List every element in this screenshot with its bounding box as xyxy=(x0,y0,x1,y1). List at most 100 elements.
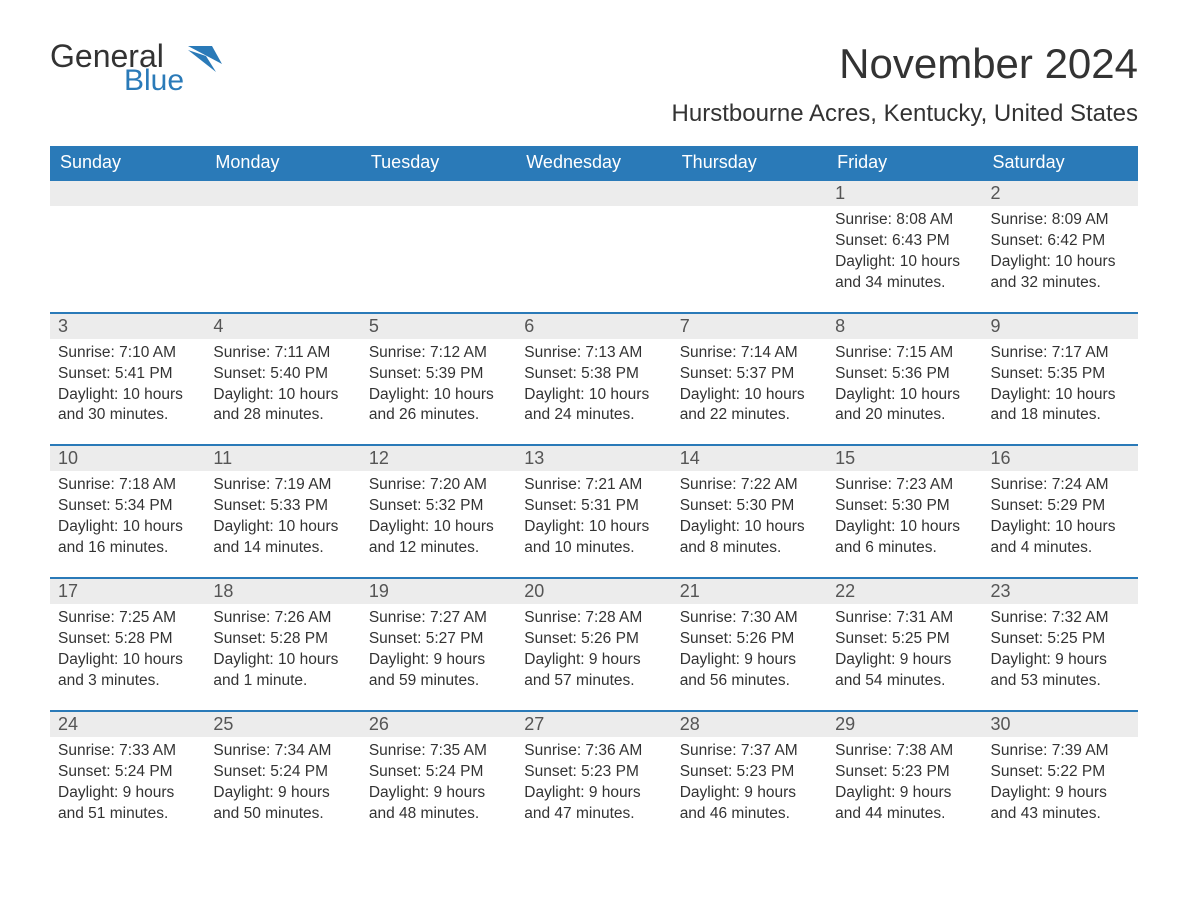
sunset-text: Sunset: 5:38 PM xyxy=(524,364,663,385)
daylight-text: Daylight: 10 hours and 16 minutes. xyxy=(58,517,197,559)
daylight-text: Daylight: 9 hours and 50 minutes. xyxy=(213,783,352,825)
daylight-text: Daylight: 10 hours and 4 minutes. xyxy=(991,517,1130,559)
sunrise-text: Sunrise: 7:20 AM xyxy=(369,475,508,496)
daylight-text: Daylight: 9 hours and 59 minutes. xyxy=(369,650,508,692)
day-data-cell: Sunrise: 8:09 AMSunset: 6:42 PMDaylight:… xyxy=(983,206,1138,313)
sunset-text: Sunset: 5:23 PM xyxy=(835,762,974,783)
daylight-text: Daylight: 10 hours and 28 minutes. xyxy=(213,385,352,427)
daylight-text: Daylight: 10 hours and 12 minutes. xyxy=(369,517,508,559)
day-data-cell: Sunrise: 8:08 AMSunset: 6:43 PMDaylight:… xyxy=(827,206,982,313)
day-number-cell: 28 xyxy=(672,711,827,737)
daynum-row: 10111213141516 xyxy=(50,445,1138,471)
daylight-text: Daylight: 10 hours and 10 minutes. xyxy=(524,517,663,559)
day-data-cell: Sunrise: 7:31 AMSunset: 5:25 PMDaylight:… xyxy=(827,604,982,711)
day-number-cell: 26 xyxy=(361,711,516,737)
sunset-text: Sunset: 6:42 PM xyxy=(991,231,1130,252)
page-title: November 2024 xyxy=(672,40,1138,88)
brand-logo: General Blue xyxy=(50,40,222,96)
day-number-cell: 13 xyxy=(516,445,671,471)
daylight-text: Daylight: 9 hours and 46 minutes. xyxy=(680,783,819,825)
brand-word-2: Blue xyxy=(124,66,184,96)
col-thursday: Thursday xyxy=(672,146,827,180)
sunrise-text: Sunrise: 7:10 AM xyxy=(58,343,197,364)
day-number-cell: 6 xyxy=(516,313,671,339)
sunset-text: Sunset: 6:43 PM xyxy=(835,231,974,252)
sunrise-text: Sunrise: 7:14 AM xyxy=(680,343,819,364)
daylight-text: Daylight: 10 hours and 14 minutes. xyxy=(213,517,352,559)
sunrise-text: Sunrise: 7:32 AM xyxy=(991,608,1130,629)
day-number-cell: 25 xyxy=(205,711,360,737)
day-number-cell: 2 xyxy=(983,180,1138,206)
sunrise-text: Sunrise: 7:23 AM xyxy=(835,475,974,496)
day-number-cell: 18 xyxy=(205,578,360,604)
sunrise-text: Sunrise: 7:22 AM xyxy=(680,475,819,496)
data-row: Sunrise: 8:08 AMSunset: 6:43 PMDaylight:… xyxy=(50,206,1138,313)
day-data-cell: Sunrise: 7:13 AMSunset: 5:38 PMDaylight:… xyxy=(516,339,671,446)
sunset-text: Sunset: 5:23 PM xyxy=(680,762,819,783)
day-number-cell: 1 xyxy=(827,180,982,206)
day-number-cell xyxy=(50,180,205,206)
day-number-cell: 5 xyxy=(361,313,516,339)
day-number-cell: 23 xyxy=(983,578,1138,604)
sunset-text: Sunset: 5:26 PM xyxy=(524,629,663,650)
location-subtitle: Hurstbourne Acres, Kentucky, United Stat… xyxy=(672,100,1138,128)
daynum-row: 17181920212223 xyxy=(50,578,1138,604)
sunset-text: Sunset: 5:27 PM xyxy=(369,629,508,650)
daylight-text: Daylight: 9 hours and 53 minutes. xyxy=(991,650,1130,692)
day-data-cell: Sunrise: 7:34 AMSunset: 5:24 PMDaylight:… xyxy=(205,737,360,843)
day-data-cell: Sunrise: 7:10 AMSunset: 5:41 PMDaylight:… xyxy=(50,339,205,446)
day-number-cell: 20 xyxy=(516,578,671,604)
sunset-text: Sunset: 5:28 PM xyxy=(58,629,197,650)
daylight-text: Daylight: 10 hours and 20 minutes. xyxy=(835,385,974,427)
sunrise-text: Sunrise: 7:25 AM xyxy=(58,608,197,629)
col-tuesday: Tuesday xyxy=(361,146,516,180)
sunset-text: Sunset: 5:40 PM xyxy=(213,364,352,385)
day-number-cell: 8 xyxy=(827,313,982,339)
daylight-text: Daylight: 9 hours and 43 minutes. xyxy=(991,783,1130,825)
day-data-cell: Sunrise: 7:30 AMSunset: 5:26 PMDaylight:… xyxy=(672,604,827,711)
day-data-cell: Sunrise: 7:19 AMSunset: 5:33 PMDaylight:… xyxy=(205,471,360,578)
day-number-cell: 15 xyxy=(827,445,982,471)
title-block: November 2024 Hurstbourne Acres, Kentuck… xyxy=(672,40,1138,128)
day-number-cell xyxy=(205,180,360,206)
day-data-cell: Sunrise: 7:23 AMSunset: 5:30 PMDaylight:… xyxy=(827,471,982,578)
day-data-cell: Sunrise: 7:35 AMSunset: 5:24 PMDaylight:… xyxy=(361,737,516,843)
sunset-text: Sunset: 5:33 PM xyxy=(213,496,352,517)
calendar-table: Sunday Monday Tuesday Wednesday Thursday… xyxy=(50,146,1138,842)
day-number-cell: 27 xyxy=(516,711,671,737)
daylight-text: Daylight: 9 hours and 57 minutes. xyxy=(524,650,663,692)
sunrise-text: Sunrise: 7:17 AM xyxy=(991,343,1130,364)
sunrise-text: Sunrise: 7:30 AM xyxy=(680,608,819,629)
day-data-cell: Sunrise: 7:25 AMSunset: 5:28 PMDaylight:… xyxy=(50,604,205,711)
day-number-cell: 14 xyxy=(672,445,827,471)
sunrise-text: Sunrise: 7:12 AM xyxy=(369,343,508,364)
sunset-text: Sunset: 5:30 PM xyxy=(680,496,819,517)
day-data-cell: Sunrise: 7:32 AMSunset: 5:25 PMDaylight:… xyxy=(983,604,1138,711)
day-number-cell: 7 xyxy=(672,313,827,339)
sunrise-text: Sunrise: 7:39 AM xyxy=(991,741,1130,762)
daylight-text: Daylight: 9 hours and 54 minutes. xyxy=(835,650,974,692)
daylight-text: Daylight: 9 hours and 51 minutes. xyxy=(58,783,197,825)
col-sunday: Sunday xyxy=(50,146,205,180)
day-number-cell: 12 xyxy=(361,445,516,471)
day-number-cell: 9 xyxy=(983,313,1138,339)
day-data-cell: Sunrise: 7:33 AMSunset: 5:24 PMDaylight:… xyxy=(50,737,205,843)
sunset-text: Sunset: 5:23 PM xyxy=(524,762,663,783)
sunrise-text: Sunrise: 7:38 AM xyxy=(835,741,974,762)
sunrise-text: Sunrise: 7:21 AM xyxy=(524,475,663,496)
day-data-cell: Sunrise: 7:11 AMSunset: 5:40 PMDaylight:… xyxy=(205,339,360,446)
day-number-cell: 29 xyxy=(827,711,982,737)
day-number-cell: 17 xyxy=(50,578,205,604)
day-data-cell: Sunrise: 7:12 AMSunset: 5:39 PMDaylight:… xyxy=(361,339,516,446)
day-data-cell: Sunrise: 7:26 AMSunset: 5:28 PMDaylight:… xyxy=(205,604,360,711)
day-data-cell: Sunrise: 7:38 AMSunset: 5:23 PMDaylight:… xyxy=(827,737,982,843)
sunset-text: Sunset: 5:36 PM xyxy=(835,364,974,385)
sunrise-text: Sunrise: 7:37 AM xyxy=(680,741,819,762)
daylight-text: Daylight: 10 hours and 1 minute. xyxy=(213,650,352,692)
daylight-text: Daylight: 10 hours and 26 minutes. xyxy=(369,385,508,427)
sunrise-text: Sunrise: 7:31 AM xyxy=(835,608,974,629)
day-data-cell: Sunrise: 7:37 AMSunset: 5:23 PMDaylight:… xyxy=(672,737,827,843)
day-data-cell xyxy=(205,206,360,313)
weekday-header-row: Sunday Monday Tuesday Wednesday Thursday… xyxy=(50,146,1138,180)
col-monday: Monday xyxy=(205,146,360,180)
